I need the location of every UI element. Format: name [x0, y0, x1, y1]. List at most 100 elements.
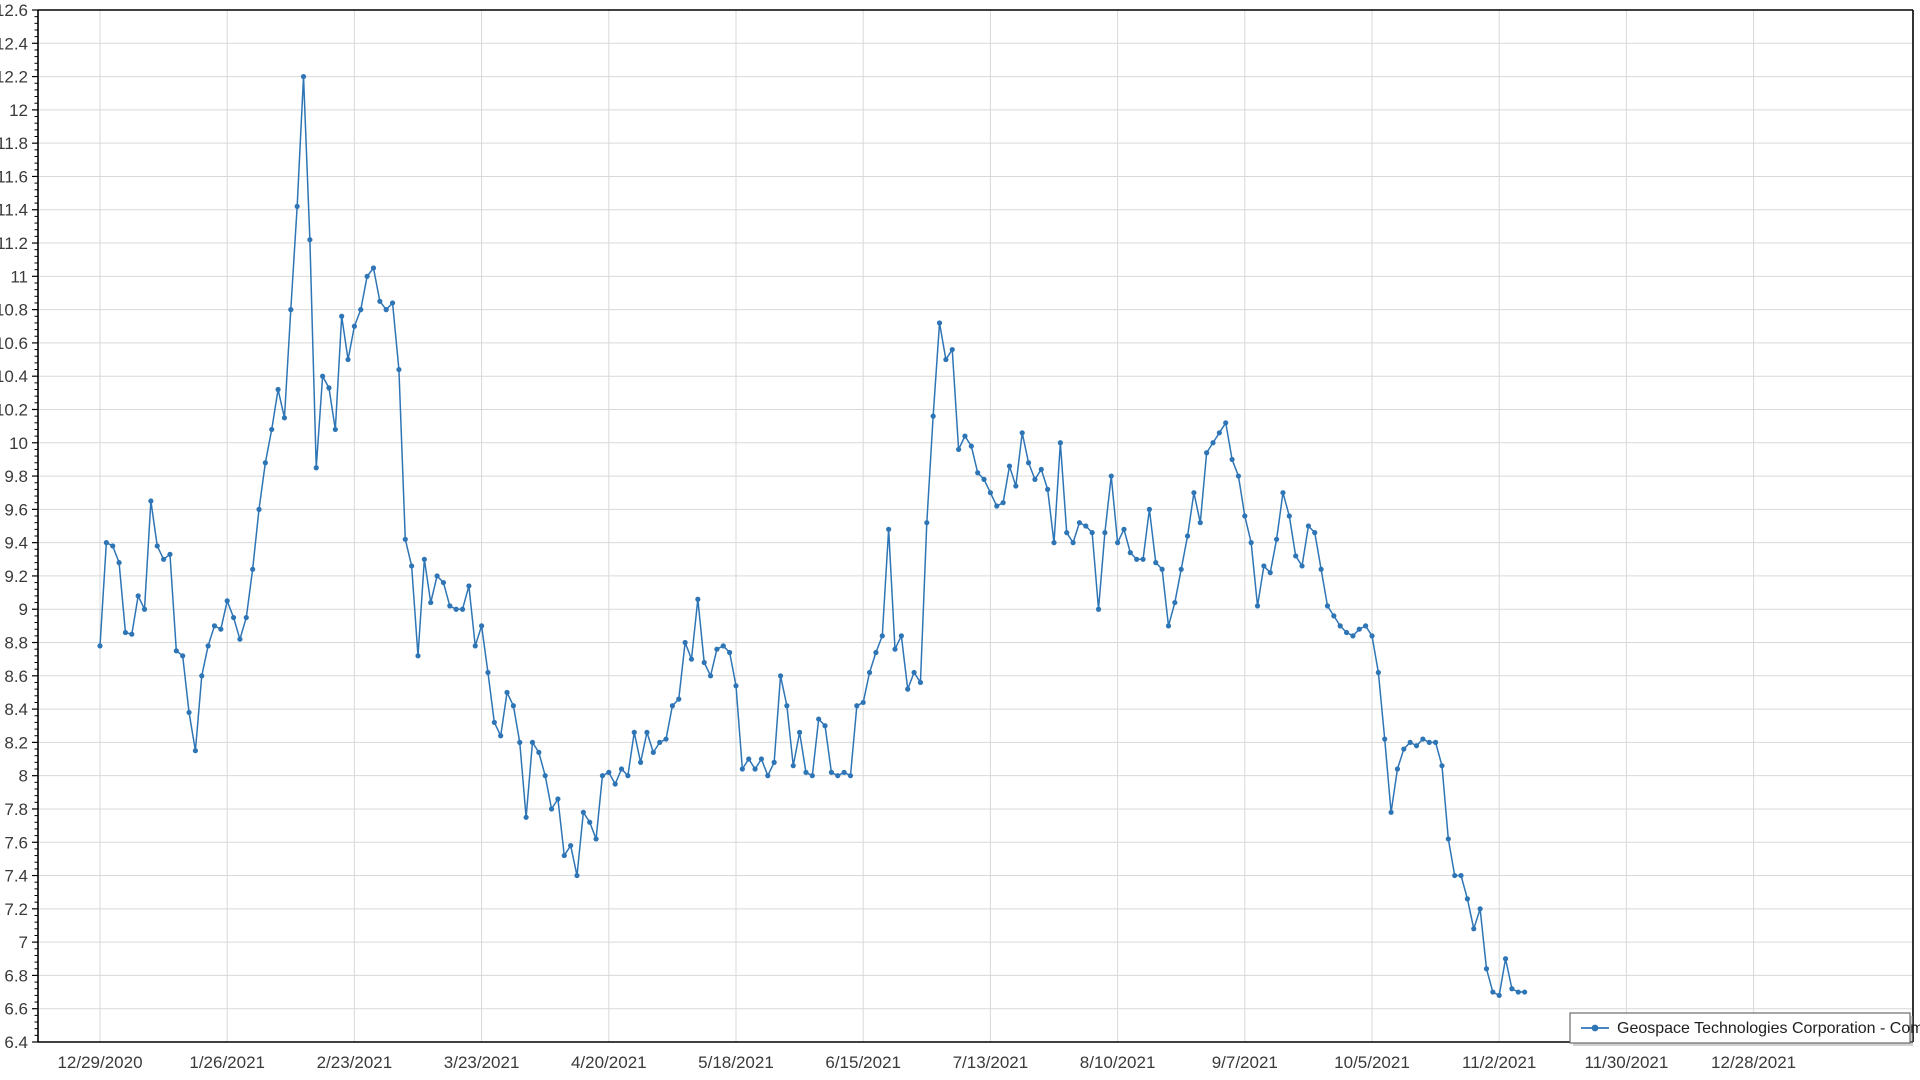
data-point-marker[interactable] [1420, 736, 1426, 742]
data-point-marker[interactable] [402, 536, 408, 542]
data-point-marker[interactable] [472, 643, 478, 649]
data-point-marker[interactable] [892, 646, 898, 652]
data-point-marker[interactable] [835, 773, 841, 779]
data-point-marker[interactable] [1305, 523, 1311, 529]
data-point-marker[interactable] [523, 814, 529, 820]
data-point-marker[interactable] [186, 709, 192, 716]
data-point-marker[interactable] [1184, 533, 1191, 539]
data-point-marker[interactable] [517, 739, 523, 745]
data-point-marker[interactable] [968, 443, 974, 449]
data-point-marker[interactable] [275, 386, 281, 393]
data-point-marker[interactable] [1121, 526, 1127, 532]
data-point-marker[interactable] [1108, 473, 1114, 479]
data-point-marker[interactable] [1515, 989, 1521, 995]
data-point-marker[interactable] [879, 633, 885, 639]
data-point-marker[interactable] [1331, 613, 1337, 619]
data-point-marker[interactable] [784, 703, 790, 709]
data-point-marker[interactable] [491, 719, 497, 726]
data-point-marker[interactable] [1483, 966, 1490, 972]
data-point-marker[interactable] [701, 659, 707, 666]
data-point-marker[interactable] [758, 756, 765, 762]
data-point-marker[interactable] [1445, 836, 1451, 842]
data-point-marker[interactable] [345, 356, 351, 363]
data-point-marker[interactable] [377, 298, 383, 304]
data-point-marker[interactable] [250, 566, 256, 572]
data-point-marker[interactable] [1375, 669, 1381, 676]
data-point-marker[interactable] [1433, 739, 1439, 745]
data-point-marker[interactable] [440, 579, 447, 586]
data-point-marker[interactable] [358, 307, 364, 313]
data-point-marker[interactable] [389, 300, 396, 306]
data-point-marker[interactable] [618, 766, 625, 772]
data-point-marker[interactable] [981, 476, 987, 482]
data-point-marker[interactable] [1102, 530, 1108, 536]
data-point-marker[interactable] [975, 470, 981, 476]
data-point-marker[interactable] [688, 656, 695, 662]
data-point-marker[interactable] [854, 703, 860, 709]
data-point-marker[interactable] [568, 842, 574, 849]
data-point-marker[interactable] [103, 540, 109, 546]
data-point-marker[interactable] [809, 773, 815, 779]
data-point-marker[interactable] [765, 773, 771, 779]
data-point-marker[interactable] [707, 673, 714, 679]
data-point-marker[interactable] [351, 323, 357, 329]
data-point-marker[interactable] [1452, 872, 1458, 879]
data-point-marker[interactable] [657, 739, 663, 745]
data-point-marker[interactable] [1388, 809, 1394, 815]
data-point-marker[interactable] [453, 606, 459, 612]
data-point-marker[interactable] [148, 498, 154, 504]
data-point-marker[interactable] [1159, 566, 1165, 572]
data-point-marker[interactable] [332, 426, 338, 433]
data-point-marker[interactable] [180, 653, 186, 659]
data-point-marker[interactable] [173, 648, 179, 654]
data-point-marker[interactable] [714, 646, 720, 652]
data-point-marker[interactable] [1248, 540, 1254, 546]
data-point-marker[interactable] [746, 756, 752, 762]
data-point-marker[interactable] [262, 460, 268, 466]
chart-legend[interactable]: Geospace Technologies Corporation - Comm… [1569, 1012, 1920, 1046]
data-point-marker[interactable] [396, 366, 402, 373]
data-point-marker[interactable] [135, 593, 141, 599]
data-point-marker[interactable] [364, 273, 370, 279]
data-point-marker[interactable] [1070, 540, 1076, 546]
data-point-marker[interactable] [1146, 506, 1152, 512]
data-point-marker[interactable] [479, 623, 485, 629]
data-point-marker[interactable] [300, 73, 307, 80]
data-point-marker[interactable] [682, 639, 688, 646]
data-point-marker[interactable] [860, 699, 866, 706]
data-point-marker[interactable] [1522, 989, 1528, 995]
data-point-marker[interactable] [1407, 739, 1413, 745]
data-point-marker[interactable] [211, 623, 218, 629]
data-point-marker[interactable] [1490, 989, 1496, 995]
data-point-marker[interactable] [1089, 530, 1095, 536]
data-point-marker[interactable] [161, 556, 167, 562]
data-point-marker[interactable] [415, 653, 421, 659]
data-point-marker[interactable] [1006, 463, 1013, 469]
data-point-marker[interactable] [1299, 563, 1305, 569]
data-point-marker[interactable] [1064, 530, 1070, 536]
data-point-marker[interactable] [237, 636, 243, 642]
data-point-marker[interactable] [307, 237, 313, 243]
data-point-marker[interactable] [256, 506, 262, 512]
data-point-marker[interactable] [1083, 523, 1089, 529]
data-point-marker[interactable] [841, 769, 847, 775]
data-point-marker[interactable] [956, 446, 962, 453]
data-point-marker[interactable] [1210, 440, 1216, 446]
data-point-marker[interactable] [644, 729, 650, 736]
data-point-marker[interactable] [574, 872, 580, 879]
data-point-marker[interactable] [866, 669, 873, 676]
data-point-marker[interactable] [650, 749, 656, 755]
data-point-marker[interactable] [1095, 606, 1102, 612]
data-point-marker[interactable] [962, 433, 968, 439]
data-point-marker[interactable] [1223, 420, 1229, 426]
data-point-marker[interactable] [1197, 520, 1203, 526]
data-point-marker[interactable] [1038, 466, 1044, 473]
data-point-marker[interactable] [339, 313, 345, 319]
data-point-marker[interactable] [1191, 490, 1197, 496]
data-point-marker[interactable] [1280, 490, 1286, 496]
data-point-marker[interactable] [548, 806, 555, 812]
data-point-marker[interactable] [1369, 633, 1375, 639]
data-point-marker[interactable] [847, 773, 854, 779]
data-point-marker[interactable] [383, 307, 389, 313]
data-point-marker[interactable] [1496, 992, 1502, 998]
